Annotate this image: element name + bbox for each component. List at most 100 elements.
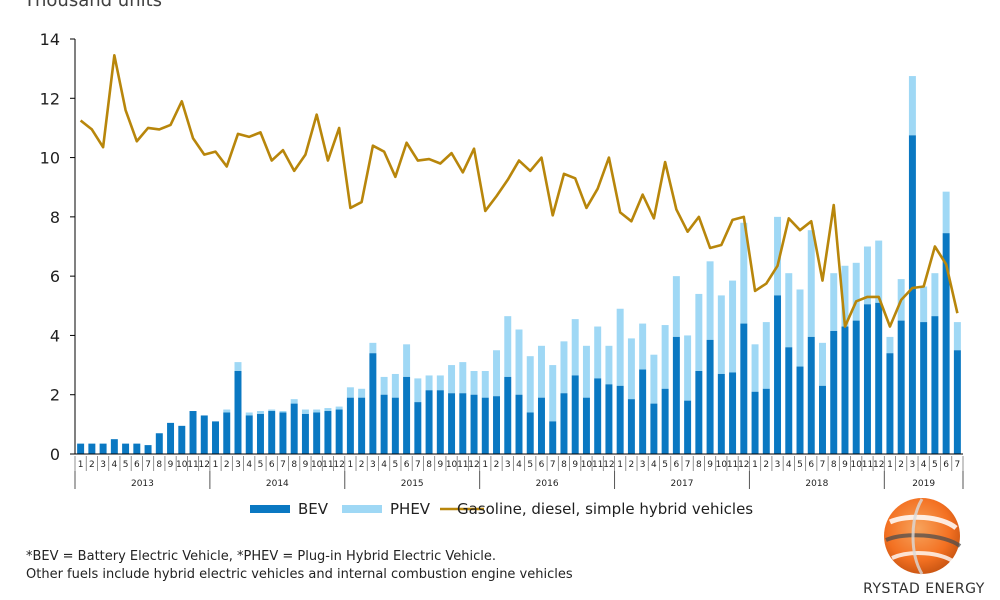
bev-bar [908,135,916,454]
phev-bar [908,76,916,136]
month-label: 4 [921,460,927,470]
month-label: 11 [862,460,873,470]
phev-bar [695,293,703,371]
month-label: 1 [752,460,758,470]
bev-bar [571,375,579,454]
month-label: 12 [199,460,210,470]
x-axis-layer: 1 2 3 4 5 6 7 8 9 10 11 12 1 2 3 4 5 6 7 8 9 10 11 12 1 2 3 4 5 6 7 8 9 1… [74,453,964,489]
month-label: 3 [910,460,916,470]
bev-bar [751,391,759,454]
phev-bar [481,371,489,398]
phev-bar [807,230,815,337]
bev-bar [729,372,737,454]
phev-bar [245,412,253,416]
phev-bar [470,371,478,395]
legend: BEV PHEV Gasoline, diesel, simple hybrid v… [250,500,753,518]
month-label: 8 [426,460,432,470]
phev-bar [436,375,444,391]
month-label: 5 [662,460,668,470]
month-label: 7 [955,460,961,470]
bev-bar [324,411,332,454]
bev-bar [369,353,377,454]
bev-bar [178,425,186,454]
month-label: 10 [581,460,593,470]
bev-bar [122,443,130,454]
y-tick-label: 10 [40,149,60,168]
month-label: 10 [446,460,458,470]
phev-bar [346,387,354,398]
phev-bar [335,406,343,410]
logo-text: RYSTAD ENERGY [863,581,985,597]
phev-bar [549,365,557,422]
phev-bar [256,411,264,414]
bev-bar [537,397,545,454]
phev-bar [706,261,714,340]
bev-bar [886,353,894,454]
month-label: 5 [797,460,803,470]
bev-bar [931,316,939,454]
legend-label-bev: BEV [298,500,329,518]
phev-bar [740,222,748,324]
phev-bar [448,365,456,394]
phev-bar [358,388,366,398]
bev-bar [762,388,770,454]
rystad-energy-logo [884,498,962,575]
month-label: 9 [303,460,309,470]
bev-bar [380,394,388,454]
bev-bar [88,443,96,454]
phev-bar [920,286,928,323]
phev-bar [729,280,737,373]
legend-label-phev: PHEV [390,500,431,518]
phev-bar [785,273,793,348]
bev-bar [245,415,253,454]
phev-bar [594,326,602,379]
month-label: 2 [89,460,95,470]
month-label: 8 [831,460,837,470]
month-label: 3 [775,460,781,470]
legend-swatch-bev [250,505,290,513]
month-label: 4 [111,460,117,470]
month-label: 1 [213,460,219,470]
bev-bar [616,385,624,454]
month-label: 6 [673,460,679,470]
month-label: 5 [932,460,938,470]
month-label: 10 [176,460,188,470]
bev-bar [234,371,242,454]
month-label: 5 [392,460,398,470]
y-tick-label: 0 [50,445,60,464]
month-label: 3 [100,460,106,470]
bev-bar [774,295,782,454]
bev-bar [605,384,613,454]
phev-bar [852,262,860,321]
phev-bar [537,345,545,398]
phev-bar [616,308,624,386]
phev-bar [425,375,433,391]
month-label: 3 [640,460,646,470]
footnote-line-1: *BEV = Battery Electric Vehicle, *PHEV =… [26,549,496,564]
month-label: 3 [370,460,376,470]
month-label: 6 [808,460,814,470]
bev-bar [639,369,647,454]
year-label: 2017 [671,479,694,489]
phev-bar [875,240,883,303]
bev-bar [819,385,826,454]
phev-bar [650,354,658,404]
month-label: 10 [716,460,728,470]
year-label: 2018 [805,479,828,489]
bev-bar [695,371,703,454]
phev-bar [268,409,276,412]
month-label: 2 [224,460,230,470]
legend-label-gasoline: Gasoline, diesel, simple hybrid vehicles [457,500,753,518]
bev-bar [346,397,354,454]
month-label: 3 [235,460,241,470]
month-label: 8 [156,460,162,470]
year-label: 2016 [536,479,559,489]
phev-bar [403,344,411,377]
bev-bar [785,347,793,454]
bev-bar [672,336,680,454]
phev-bar [942,191,950,234]
bev-bar [515,394,523,454]
phev-bar [684,335,692,401]
phev-bar [863,246,871,305]
month-label: 6 [404,460,410,470]
